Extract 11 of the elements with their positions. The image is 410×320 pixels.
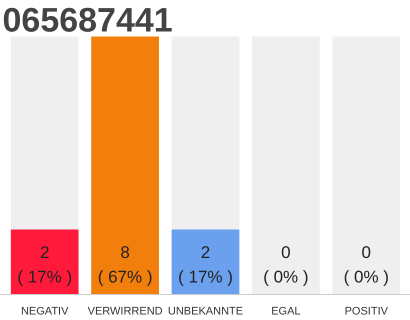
x-tick-label: UNBEKANNTE (168, 306, 244, 318)
data-label: 0 ( 0% ) (344, 243, 389, 287)
data-label: 8 ( 67% ) (98, 243, 153, 287)
chart-title: 065687441 (2, 2, 173, 40)
data-label: 0 ( 0% ) (263, 243, 309, 287)
data-label: 2 ( 17% ) (17, 243, 72, 287)
x-tick-label: VERWIRREND (88, 306, 163, 318)
x-tick-label: EGAL (271, 306, 301, 318)
x-tick-label: POSITIV (344, 306, 389, 318)
x-tick-label: NEGATIV (20, 306, 70, 318)
data-label: 2 ( 17% ) (178, 243, 233, 287)
